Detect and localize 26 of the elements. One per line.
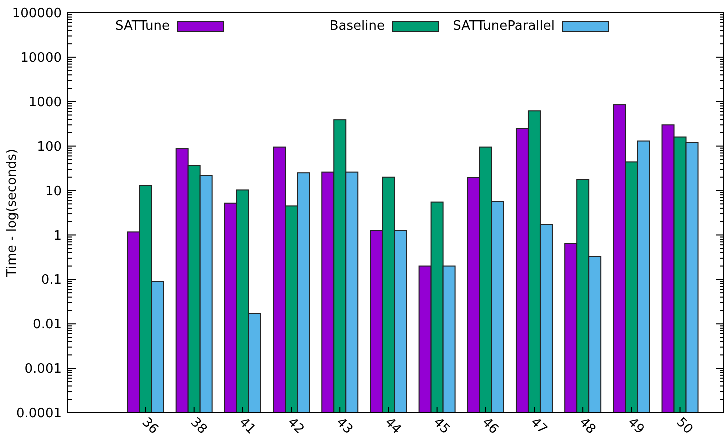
y-tick-label: 0.1 <box>41 273 62 288</box>
x-tick-label: 46 <box>479 415 502 438</box>
y-tick-label: 1000 <box>28 95 62 110</box>
y-tick-label: 0.01 <box>33 318 62 333</box>
y-tick-label: 100000 <box>12 6 62 22</box>
x-tick-label: 45 <box>430 415 453 438</box>
y-tick-label: 10 <box>45 184 62 200</box>
x-tick-label: 47 <box>528 415 550 438</box>
x-tick-label: 49 <box>624 415 648 438</box>
x-tick-label: 50 <box>673 415 696 438</box>
x-tick-label: 41 <box>236 415 258 438</box>
legend-label: SATTune <box>115 19 170 34</box>
y-tick-label: 0.001 <box>24 362 62 378</box>
x-tick-label: 48 <box>576 415 599 438</box>
legend-label: Baseline <box>330 19 385 34</box>
y-tick-label: 0.0001 <box>16 406 62 422</box>
y-axis-title: Time - log(seconds) <box>5 149 20 278</box>
y-tick-label: 10000 <box>20 50 62 66</box>
x-tick-label: 38 <box>188 415 210 438</box>
x-tick-label: 43 <box>333 415 356 438</box>
y-tick-label: 100 <box>37 140 62 155</box>
x-tick-label: 44 <box>382 415 404 438</box>
x-tick-label: 42 <box>284 415 308 438</box>
x-tick-label: 36 <box>138 415 162 438</box>
y-tick-label: 1 <box>54 228 62 244</box>
legend-label: SATTuneParallel <box>453 19 555 34</box>
